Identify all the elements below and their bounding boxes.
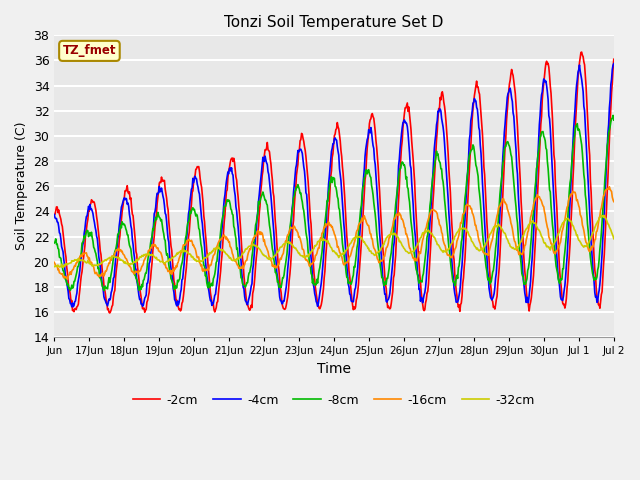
-32cm — [424, 228, 431, 233]
-2cm — [578, 49, 586, 55]
-32cm — [58, 264, 66, 270]
-16cm — [63, 276, 71, 282]
-8cm — [610, 117, 618, 123]
Line: -8cm: -8cm — [54, 115, 614, 290]
Title: Tonzi Soil Temperature Set D: Tonzi Soil Temperature Set D — [225, 15, 444, 30]
-4cm — [392, 201, 400, 207]
-32cm — [117, 256, 125, 262]
-8cm — [100, 288, 108, 293]
-8cm — [609, 112, 617, 118]
-2cm — [220, 230, 227, 236]
-32cm — [248, 242, 255, 248]
-4cm — [68, 304, 76, 310]
X-axis label: Time: Time — [317, 362, 351, 376]
-4cm — [117, 211, 125, 217]
Text: TZ_fmet: TZ_fmet — [63, 44, 116, 58]
-32cm — [392, 233, 400, 239]
-4cm — [269, 212, 276, 217]
-2cm — [106, 310, 113, 316]
-4cm — [424, 255, 431, 261]
-8cm — [220, 212, 227, 218]
Line: -16cm: -16cm — [54, 187, 614, 279]
Legend: -2cm, -4cm, -8cm, -16cm, -32cm: -2cm, -4cm, -8cm, -16cm, -32cm — [128, 389, 540, 412]
-16cm — [51, 260, 58, 265]
-2cm — [248, 302, 255, 308]
Line: -2cm: -2cm — [54, 52, 614, 313]
-16cm — [269, 264, 276, 269]
-16cm — [392, 211, 400, 217]
Y-axis label: Soil Temperature (C): Soil Temperature (C) — [15, 122, 28, 251]
-16cm — [248, 243, 255, 249]
-2cm — [392, 235, 400, 241]
-8cm — [392, 195, 400, 201]
-4cm — [248, 283, 255, 289]
-8cm — [424, 232, 431, 238]
-16cm — [424, 218, 431, 224]
-2cm — [269, 177, 276, 183]
-4cm — [220, 205, 227, 211]
-32cm — [610, 236, 618, 241]
Line: -4cm: -4cm — [54, 64, 614, 307]
-32cm — [598, 213, 605, 218]
-8cm — [51, 240, 58, 246]
-4cm — [51, 212, 58, 217]
-16cm — [117, 247, 125, 252]
-32cm — [269, 255, 276, 261]
-4cm — [610, 61, 618, 67]
-8cm — [117, 222, 125, 228]
Line: -32cm: -32cm — [54, 216, 614, 267]
-8cm — [269, 246, 276, 252]
-16cm — [610, 199, 618, 204]
-16cm — [220, 233, 227, 239]
-16cm — [605, 184, 613, 190]
-2cm — [424, 288, 431, 294]
-2cm — [117, 222, 125, 228]
-32cm — [51, 264, 58, 269]
-32cm — [220, 248, 227, 253]
-8cm — [248, 262, 255, 268]
-2cm — [610, 56, 618, 62]
-2cm — [51, 212, 58, 217]
